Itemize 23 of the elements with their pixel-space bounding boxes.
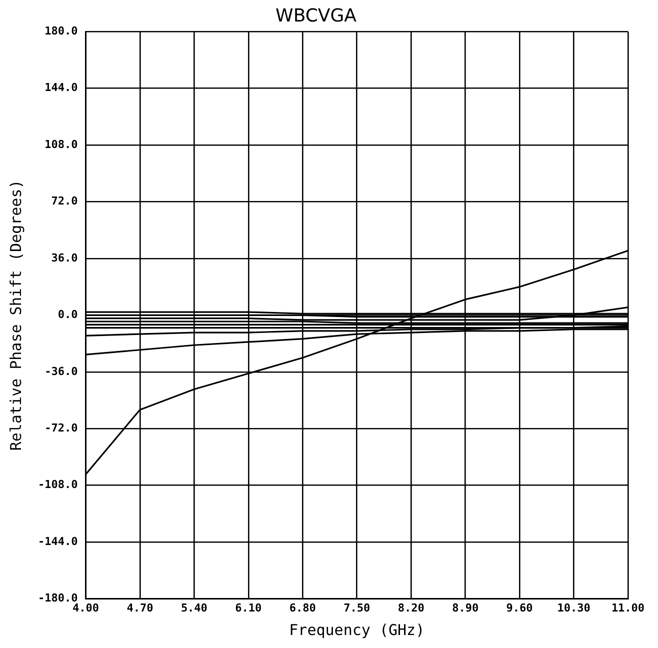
y-tick-label: -72.0 xyxy=(44,422,78,434)
x-tick-label: 5.40 xyxy=(180,601,208,614)
chart-title: WBCVGA xyxy=(276,5,358,26)
x-tick-label: 8.20 xyxy=(398,601,424,614)
y-tick-label: -144.0 xyxy=(38,534,78,548)
x-tick-label: 8.90 xyxy=(452,601,479,614)
y-tick-label: 72.0 xyxy=(51,194,78,208)
y-tick-label: -108.0 xyxy=(38,478,78,492)
y-tick-label: -36.0 xyxy=(44,364,78,378)
x-tick-label: 11.00 xyxy=(611,601,645,614)
y-tick-label: 180.0 xyxy=(44,24,78,38)
x-tick-label: 6.80 xyxy=(289,601,316,614)
x-axis-title: Frequency (GHz) xyxy=(289,620,425,639)
x-tick-label: 6.10 xyxy=(235,601,262,614)
y-tick-label: 108.0 xyxy=(44,138,78,151)
y-axis-title: Relative Phase Shift (Degrees) xyxy=(6,180,25,451)
y-tick-label: 144.0 xyxy=(44,81,78,94)
y-tick-label: 36.0 xyxy=(51,251,78,264)
x-tick-label: 9.60 xyxy=(506,601,533,614)
x-tick-label: 7.50 xyxy=(344,601,370,614)
x-tick-label: 4.70 xyxy=(126,601,154,614)
y-tick-label: 0.0 xyxy=(58,308,78,322)
x-tick-label: 10.30 xyxy=(557,601,590,614)
